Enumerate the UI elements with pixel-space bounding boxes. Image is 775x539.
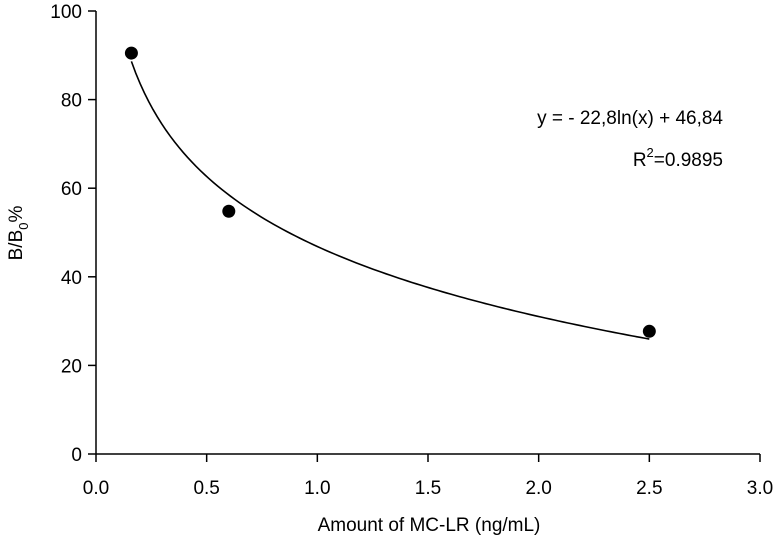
r-squared-superscript: 2 bbox=[647, 145, 654, 160]
r-squared-value: =0.9895 bbox=[654, 150, 723, 171]
x-tick-label: 2.0 bbox=[525, 478, 551, 499]
x-tick-label: 1.0 bbox=[304, 478, 330, 499]
r-squared-prefix: R bbox=[633, 150, 647, 171]
y-tick-label: 0 bbox=[71, 445, 82, 466]
ticks: 0.0 0.5 1.0 1.5 2.0 2.5 3.0 0 20 40 60 80 100 bbox=[50, 2, 773, 499]
data-point bbox=[642, 324, 656, 338]
y-tick-label: 40 bbox=[61, 268, 82, 289]
y-axis-title: B/B0% bbox=[6, 206, 31, 261]
r-squared: R2=0.9895 bbox=[633, 145, 723, 171]
x-tick-label: 1.5 bbox=[415, 478, 441, 499]
data-point bbox=[222, 204, 236, 218]
y-tick-label: 100 bbox=[50, 2, 82, 23]
y-axis-title-subscript: 0 bbox=[16, 223, 31, 230]
y-axis-title-main: B/B bbox=[6, 230, 27, 261]
y-axis-title-suffix: % bbox=[6, 206, 27, 223]
annotations: y = - 22,8ln(x) + 46,84 R2=0.9895 bbox=[537, 108, 723, 171]
x-tick-label: 3.0 bbox=[747, 478, 773, 499]
y-tick-label: 80 bbox=[61, 91, 82, 112]
axes bbox=[95, 11, 760, 455]
fit-curve bbox=[130, 61, 650, 340]
y-tick-label: 20 bbox=[61, 356, 82, 377]
x-tick-label: 0.0 bbox=[83, 478, 109, 499]
fit-equation: y = - 22,8ln(x) + 46,84 bbox=[537, 108, 723, 129]
x-tick-label: 0.5 bbox=[193, 478, 219, 499]
data-point bbox=[124, 46, 138, 60]
x-tick-label: 2.5 bbox=[636, 478, 662, 499]
plot-area bbox=[124, 46, 656, 340]
x-axis-title: Amount of MC-LR (ng/mL) bbox=[318, 515, 541, 536]
y-tick-label: 60 bbox=[61, 179, 82, 200]
